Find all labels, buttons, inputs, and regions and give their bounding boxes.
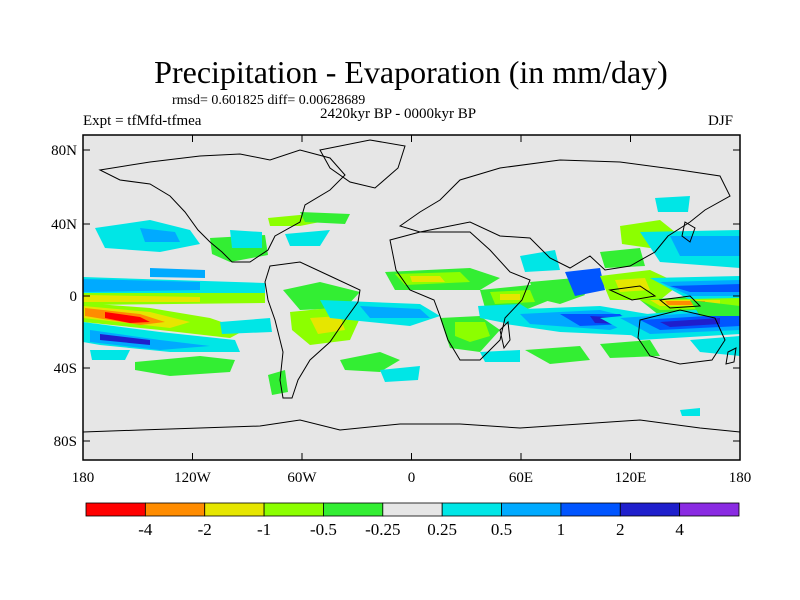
anomaly-blob	[600, 340, 660, 358]
anomaly-blob	[655, 196, 690, 212]
anomaly-blob	[310, 316, 345, 334]
coastlines	[83, 139, 740, 433]
new-zealand-coast	[725, 347, 737, 365]
x-tick-label: 60W	[287, 470, 317, 486]
anomaly-blob	[410, 276, 445, 282]
colorbar-label: 1	[557, 520, 566, 539]
anomaly-blob	[340, 352, 400, 372]
anomaly-blob	[83, 295, 200, 302]
anomaly-blob	[380, 366, 420, 382]
anomaly-blob	[600, 248, 645, 268]
anomaly-blob	[565, 268, 605, 296]
x-tick-label: 60E	[509, 470, 533, 486]
experiment-label: Expt = tfMfd-tfmea	[83, 113, 202, 129]
greenland-coast	[319, 139, 406, 189]
anomaly-blob	[220, 318, 272, 334]
anomaly-blob	[500, 294, 520, 300]
y-tick-label: 80N	[51, 143, 77, 159]
anomaly-blob	[670, 284, 740, 292]
anomaly-blob	[230, 230, 262, 248]
colorbar-label: -2	[198, 520, 212, 539]
anomaly-field	[83, 139, 740, 433]
antarctica-coast	[83, 419, 740, 433]
anomaly-blob	[660, 318, 720, 327]
colorbar-swatch	[441, 502, 502, 517]
x-tick-label: 120E	[615, 470, 647, 486]
north-america-coast	[98, 149, 346, 263]
anomaly-blob	[455, 322, 490, 342]
south-america-coast	[264, 261, 361, 399]
anomaly-blob	[90, 350, 130, 360]
anomaly-blob	[140, 228, 180, 242]
anomaly-blob	[285, 230, 330, 246]
anomaly-blob	[615, 278, 650, 292]
map-title: Precipitation - Evaporation (in mm/day)	[154, 54, 668, 90]
season-label: DJF	[708, 113, 734, 129]
colorbar-label: 4	[675, 520, 684, 539]
map-ticks: 180 120W 60W 0 60E 120E 180 80N 40N 0 40S 80S	[51, 135, 751, 486]
anomaly-blob	[300, 212, 350, 224]
maritime-continent-coast	[608, 285, 702, 309]
y-tick-label: 40N	[51, 217, 77, 233]
anomaly-blob	[690, 336, 740, 356]
anomaly-blob	[360, 306, 430, 318]
madagascar-coast	[499, 320, 511, 350]
colorbar-swatch	[85, 502, 146, 517]
stats-text: rmsd= 0.601825 diff= 0.00628689	[172, 93, 366, 108]
x-tick-label: 0	[408, 470, 416, 486]
anomaly-blob	[100, 334, 150, 345]
period-text: 2420kyr BP - 0000kyr BP	[320, 106, 477, 122]
australia-coast	[637, 309, 726, 365]
colorbar-label: 2	[616, 520, 625, 539]
colorbar-label: -0.25	[365, 520, 400, 539]
colorbar-swatch	[144, 502, 206, 517]
anomaly-blob	[105, 312, 150, 323]
colorbar-swatch	[204, 502, 265, 517]
japan-coast	[681, 221, 696, 243]
anomaly-blob	[520, 250, 560, 272]
y-tick-label: 40S	[54, 361, 77, 377]
anomaly-blob	[680, 408, 700, 416]
colorbar-swatch	[263, 502, 324, 517]
colorbar-swatch	[501, 502, 562, 517]
x-tick-label: 180	[72, 470, 95, 486]
anomaly-blob	[268, 370, 288, 395]
anomaly-blob	[525, 346, 590, 364]
x-tick-label: 180	[729, 470, 752, 486]
anomaly-blob	[690, 300, 740, 316]
y-tick-label: 80S	[54, 434, 77, 450]
colorbar-swatch	[619, 502, 681, 517]
colorbar-label: -1	[257, 520, 271, 539]
colorbar-label: -4	[138, 520, 153, 539]
colorbar-label: -0.5	[310, 520, 337, 539]
anomaly-blob	[670, 236, 740, 256]
anomaly-blob	[135, 356, 235, 376]
y-tick-label: 0	[70, 289, 78, 305]
colorbar-swatch	[560, 502, 621, 517]
africa-coast	[389, 231, 531, 361]
anomaly-blob	[83, 279, 200, 292]
colorbar-label: 0.5	[491, 520, 512, 539]
anomaly-blob	[150, 268, 205, 278]
eurasia-coast	[398, 159, 731, 271]
colorbar-label: 0.25	[427, 520, 457, 539]
x-tick-label: 120W	[174, 470, 212, 486]
colorbar-swatch	[382, 502, 443, 517]
colorbar-swatch	[323, 502, 384, 517]
colorbar: -4 -2 -1 -0.5 -0.25 0.25 0.5 1 2 4	[85, 502, 740, 539]
colorbar-swatch	[679, 502, 740, 517]
anomaly-blob	[480, 350, 520, 362]
